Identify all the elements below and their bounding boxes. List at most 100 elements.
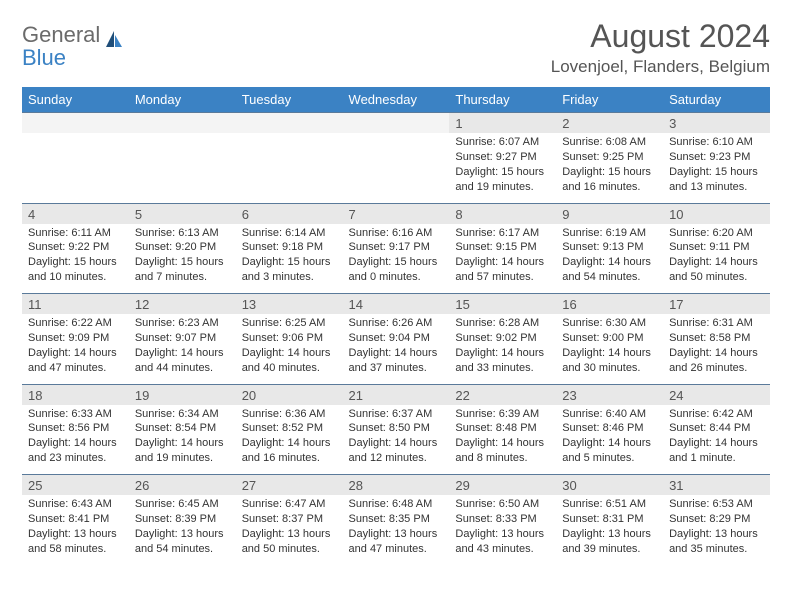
day-number-cell: 14: [343, 294, 450, 315]
daylight-line: Daylight: 14 hours and 30 minutes.: [562, 346, 657, 376]
sunset-line: Sunset: 9:11 PM: [669, 240, 764, 255]
day-number-cell: 29: [449, 475, 556, 496]
sunrise-line: Sunrise: 6:07 AM: [455, 135, 550, 150]
daylight-line: Daylight: 14 hours and 5 minutes.: [562, 436, 657, 466]
daylight-line: Daylight: 14 hours and 54 minutes.: [562, 255, 657, 285]
day-number-cell: 27: [236, 475, 343, 496]
daylight-line: Daylight: 14 hours and 8 minutes.: [455, 436, 550, 466]
sunrise-line: Sunrise: 6:19 AM: [562, 226, 657, 241]
calendar-table: SundayMondayTuesdayWednesdayThursdayFrid…: [22, 87, 770, 565]
day-info-cell: [22, 133, 129, 203]
dow-header-cell: Monday: [129, 87, 236, 113]
day-info-cell: Sunrise: 6:11 AMSunset: 9:22 PMDaylight:…: [22, 224, 129, 294]
sunrise-line: Sunrise: 6:10 AM: [669, 135, 764, 150]
sunrise-line: Sunrise: 6:39 AM: [455, 407, 550, 422]
day-info-cell: [343, 133, 450, 203]
day-info-cell: Sunrise: 6:48 AMSunset: 8:35 PMDaylight:…: [343, 495, 450, 565]
sunrise-line: Sunrise: 6:30 AM: [562, 316, 657, 331]
day-number-cell: 8: [449, 203, 556, 224]
day-number-cell: 13: [236, 294, 343, 315]
daylight-line: Daylight: 14 hours and 40 minutes.: [242, 346, 337, 376]
sunset-line: Sunset: 8:37 PM: [242, 512, 337, 527]
day-number-cell: 26: [129, 475, 236, 496]
sunset-line: Sunset: 8:48 PM: [455, 421, 550, 436]
sunrise-line: Sunrise: 6:47 AM: [242, 497, 337, 512]
sunset-line: Sunset: 8:50 PM: [349, 421, 444, 436]
daylight-line: Daylight: 13 hours and 43 minutes.: [455, 527, 550, 557]
day-number-cell: 2: [556, 113, 663, 134]
day-number-cell: 7: [343, 203, 450, 224]
day-info-cell: Sunrise: 6:53 AMSunset: 8:29 PMDaylight:…: [663, 495, 770, 565]
day-number-cell: 20: [236, 384, 343, 405]
dow-header-row: SundayMondayTuesdayWednesdayThursdayFrid…: [22, 87, 770, 113]
day-number-cell: 17: [663, 294, 770, 315]
day-info-cell: Sunrise: 6:39 AMSunset: 8:48 PMDaylight:…: [449, 405, 556, 475]
sunrise-line: Sunrise: 6:53 AM: [669, 497, 764, 512]
sunrise-line: Sunrise: 6:37 AM: [349, 407, 444, 422]
day-info-cell: Sunrise: 6:25 AMSunset: 9:06 PMDaylight:…: [236, 314, 343, 384]
day-number-cell: 12: [129, 294, 236, 315]
sunrise-line: Sunrise: 6:26 AM: [349, 316, 444, 331]
day-number-row: 18192021222324: [22, 384, 770, 405]
sunset-line: Sunset: 8:33 PM: [455, 512, 550, 527]
day-info-cell: Sunrise: 6:20 AMSunset: 9:11 PMDaylight:…: [663, 224, 770, 294]
sunrise-line: Sunrise: 6:22 AM: [28, 316, 123, 331]
day-number-cell: 24: [663, 384, 770, 405]
sunset-line: Sunset: 9:13 PM: [562, 240, 657, 255]
dow-header-cell: Wednesday: [343, 87, 450, 113]
day-info-row: Sunrise: 6:11 AMSunset: 9:22 PMDaylight:…: [22, 224, 770, 294]
day-info-row: Sunrise: 6:07 AMSunset: 9:27 PMDaylight:…: [22, 133, 770, 203]
sunrise-line: Sunrise: 6:51 AM: [562, 497, 657, 512]
daylight-line: Daylight: 15 hours and 3 minutes.: [242, 255, 337, 285]
day-number-cell: 5: [129, 203, 236, 224]
sunset-line: Sunset: 9:09 PM: [28, 331, 123, 346]
day-number-row: 123: [22, 113, 770, 134]
day-info-cell: Sunrise: 6:17 AMSunset: 9:15 PMDaylight:…: [449, 224, 556, 294]
sunrise-line: Sunrise: 6:28 AM: [455, 316, 550, 331]
day-info-cell: Sunrise: 6:42 AMSunset: 8:44 PMDaylight:…: [663, 405, 770, 475]
sunset-line: Sunset: 8:41 PM: [28, 512, 123, 527]
sunset-line: Sunset: 9:06 PM: [242, 331, 337, 346]
sunset-line: Sunset: 9:07 PM: [135, 331, 230, 346]
day-number-cell: 3: [663, 113, 770, 134]
daylight-line: Daylight: 13 hours and 54 minutes.: [135, 527, 230, 557]
month-title: August 2024: [551, 18, 770, 55]
logo-sail-icon: [104, 29, 124, 54]
sunset-line: Sunset: 8:54 PM: [135, 421, 230, 436]
day-number-cell: 21: [343, 384, 450, 405]
day-number-cell: 4: [22, 203, 129, 224]
day-info-cell: Sunrise: 6:45 AMSunset: 8:39 PMDaylight:…: [129, 495, 236, 565]
sunset-line: Sunset: 9:17 PM: [349, 240, 444, 255]
daylight-line: Daylight: 14 hours and 37 minutes.: [349, 346, 444, 376]
sunset-line: Sunset: 8:52 PM: [242, 421, 337, 436]
day-info-cell: Sunrise: 6:08 AMSunset: 9:25 PMDaylight:…: [556, 133, 663, 203]
day-info-cell: Sunrise: 6:13 AMSunset: 9:20 PMDaylight:…: [129, 224, 236, 294]
day-number-row: 25262728293031: [22, 475, 770, 496]
day-info-cell: Sunrise: 6:51 AMSunset: 8:31 PMDaylight:…: [556, 495, 663, 565]
day-info-cell: Sunrise: 6:31 AMSunset: 8:58 PMDaylight:…: [663, 314, 770, 384]
sunrise-line: Sunrise: 6:40 AM: [562, 407, 657, 422]
daylight-line: Daylight: 14 hours and 26 minutes.: [669, 346, 764, 376]
day-info-cell: Sunrise: 6:50 AMSunset: 8:33 PMDaylight:…: [449, 495, 556, 565]
day-info-cell: Sunrise: 6:26 AMSunset: 9:04 PMDaylight:…: [343, 314, 450, 384]
daylight-line: Daylight: 13 hours and 39 minutes.: [562, 527, 657, 557]
dow-header-cell: Saturday: [663, 87, 770, 113]
sunset-line: Sunset: 8:35 PM: [349, 512, 444, 527]
daylight-line: Daylight: 13 hours and 35 minutes.: [669, 527, 764, 557]
day-number-cell: [236, 113, 343, 134]
day-info-cell: Sunrise: 6:33 AMSunset: 8:56 PMDaylight:…: [22, 405, 129, 475]
day-number-cell: 16: [556, 294, 663, 315]
day-number-cell: 25: [22, 475, 129, 496]
day-info-cell: [236, 133, 343, 203]
sunset-line: Sunset: 9:15 PM: [455, 240, 550, 255]
day-info-cell: Sunrise: 6:37 AMSunset: 8:50 PMDaylight:…: [343, 405, 450, 475]
sunrise-line: Sunrise: 6:23 AM: [135, 316, 230, 331]
sunrise-line: Sunrise: 6:48 AM: [349, 497, 444, 512]
day-info-row: Sunrise: 6:33 AMSunset: 8:56 PMDaylight:…: [22, 405, 770, 475]
day-number-cell: 22: [449, 384, 556, 405]
day-number-cell: 23: [556, 384, 663, 405]
sunrise-line: Sunrise: 6:13 AM: [135, 226, 230, 241]
daylight-line: Daylight: 14 hours and 19 minutes.: [135, 436, 230, 466]
day-info-cell: Sunrise: 6:34 AMSunset: 8:54 PMDaylight:…: [129, 405, 236, 475]
sunset-line: Sunset: 8:58 PM: [669, 331, 764, 346]
